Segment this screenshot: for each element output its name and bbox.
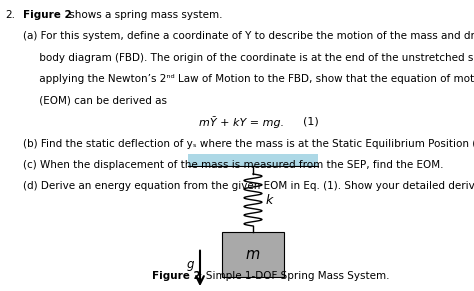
Text: (EOM) can be derived as: (EOM) can be derived as (23, 95, 167, 105)
Text: (a) For this system, define a coordinate of Y to describe the motion of the mass: (a) For this system, define a coordinate… (23, 31, 474, 41)
Text: (1): (1) (303, 116, 319, 126)
Text: (d) Derive an energy equation from the given EOM in Eq. (1). Show your detailed : (d) Derive an energy equation from the g… (23, 181, 474, 191)
Text: shows a spring mass system.: shows a spring mass system. (66, 10, 223, 20)
Bar (222, 232, 284, 277)
Text: : Simple 1-DOF Spring Mass System.: : Simple 1-DOF Spring Mass System. (199, 271, 390, 281)
Text: body diagram (FBD). The origin of the coordinate is at the end of the unstretche: body diagram (FBD). The origin of the co… (23, 53, 474, 63)
Text: applying the Newton’s 2ⁿᵈ Law of Motion to the FBD, show that the equation of mo: applying the Newton’s 2ⁿᵈ Law of Motion … (23, 74, 474, 84)
Text: (b) Find the static deflection of yₛ where the mass is at the Static Equilibrium: (b) Find the static deflection of yₛ whe… (23, 139, 474, 149)
Text: m: m (246, 247, 260, 262)
Text: (c) When the displacement of the mass is measured from the SEP, find the EOM.: (c) When the displacement of the mass is… (23, 160, 443, 170)
Text: mỸ + kY = mg.: mỸ + kY = mg. (199, 116, 284, 128)
Text: k: k (266, 194, 273, 207)
Text: Figure 2: Figure 2 (23, 10, 72, 20)
Bar (188, 154, 318, 166)
Text: Figure 2: Figure 2 (152, 271, 201, 281)
Text: g: g (186, 258, 194, 271)
Text: 2.: 2. (6, 10, 16, 20)
